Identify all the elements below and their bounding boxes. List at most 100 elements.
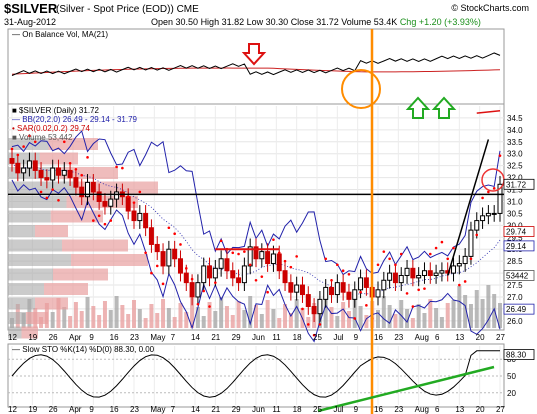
candle-body [15,162,21,174]
sar-dot [289,265,293,269]
volume-bar [259,314,264,328]
chart-header: $SILVER (Silver - Spot Price (EOD)) CME … [0,0,537,30]
candle-body [61,169,67,176]
sar-dot [353,317,357,320]
volume-bar [463,295,468,328]
date-tick-label: 6 [435,405,440,414]
volume-bar [439,317,444,328]
volume-bar [137,309,142,328]
candle-body [224,258,230,272]
volume-bar [358,306,363,328]
candle-body [276,253,282,272]
sar-dot [428,252,432,256]
vbp-gray-bar [8,326,22,339]
date-tick-label: 26 [49,333,58,342]
sar-dot [179,243,182,246]
volume-bar [114,296,119,328]
candle-body [468,229,474,257]
volume-bar [126,314,131,328]
vbp-gray-bar [8,196,67,208]
sar-dot [231,251,235,255]
sar-dot [219,239,223,243]
volume-bar [155,313,160,328]
volume-bar [207,302,212,328]
vbp-gray-bar [8,254,71,266]
volume-bar [306,317,311,328]
volume-bar [393,314,398,328]
sar-dot [336,263,339,267]
sar-dot [365,304,368,307]
volume-bar [474,290,479,328]
volume-bar [492,294,497,328]
value-tag-box [503,226,535,237]
sar-dot [97,214,101,218]
vbp-gray-bar [8,268,53,281]
candle-body [79,186,85,198]
date-tick-label: 20 [476,333,485,342]
volume-bar [120,305,125,328]
candle-body [207,265,213,279]
volume-bar [248,296,253,328]
candle-body [334,282,340,296]
candle-body [363,277,369,288]
rising-trendline [446,139,490,276]
sto-tick-label: 20 [507,389,516,398]
candle-body [259,251,265,260]
sar-dot [411,305,415,308]
date-tick-label: 29 [232,333,241,342]
candle-body [201,265,207,284]
candle-body [270,253,276,265]
date-tick-label: 6 [435,333,440,342]
volume-bar [346,311,351,328]
candle-body [160,251,166,267]
candle-body [195,282,201,298]
date-tick-label: 13 [455,333,464,342]
candle-body [166,248,172,267]
candle-body [131,210,137,222]
parabolic-sar [10,134,502,337]
sar-dot [463,280,467,283]
value-tag-box [503,240,535,252]
candle-body [50,167,56,181]
value-tag: 31.72 [506,180,527,189]
vbp-red-bar [26,312,48,324]
sar-dot [39,190,43,194]
upper-band-line [476,110,501,114]
candle-body [491,212,497,215]
candle-body [282,270,288,284]
date-tick-label: Jul [333,405,343,414]
candle-body [85,181,91,198]
volume-bar [79,311,84,328]
volume-bar [73,302,78,328]
candle-body [398,274,404,284]
sar-dot [382,250,386,253]
volume-bar [399,300,404,328]
candle-body [346,291,352,300]
price-tick-label: 31.5 [507,186,523,195]
candle-body [32,160,38,171]
date-tick-label: 14 [191,405,200,414]
candle-body [329,286,335,296]
sar-dot [347,272,351,276]
date-tick-label: 9 [89,333,94,342]
date-tick-label: 19 [28,405,37,414]
quote-volume: Volume 53.4K [341,17,398,27]
price-tick-label: 32.5 [507,162,523,171]
obv-ma-line [11,67,501,75]
sar-dot [155,264,159,268]
date-tick-label: 13 [455,405,464,414]
axes: 34.5 34.0 33.5 33.0 32.5 32.0 31.5 31.0 30.5 30.0… [8,114,535,414]
candle-body [183,272,189,284]
candle-body [474,220,480,231]
sar-dot [208,305,211,308]
vbp-gray-bar [8,312,26,324]
candle-body [410,267,416,279]
candle-body [26,160,32,169]
vbp-red-bar [66,196,138,208]
symbol-description: (Silver - Spot Price (EOD)) CME [56,4,199,15]
candle-body [9,158,15,164]
volume-bar [85,297,90,328]
candle-body [451,265,457,274]
volume-bar [486,285,491,328]
volume-bar [434,308,439,328]
